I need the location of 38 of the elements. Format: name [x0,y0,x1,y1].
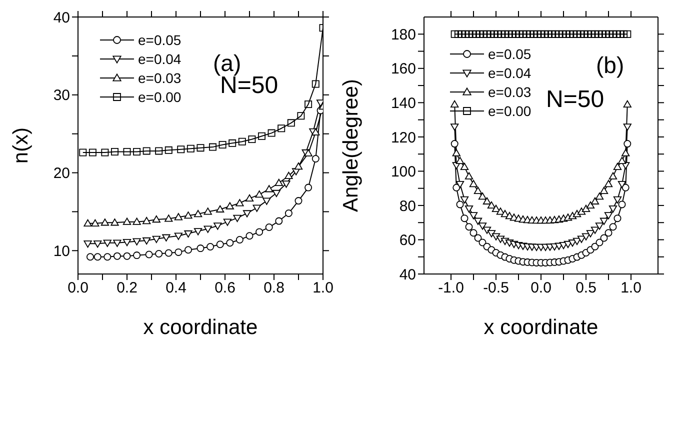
y-axis-title: n(x) [9,127,32,164]
x-tick-label: -1.0 [438,280,464,297]
legend-label: e=0.00 [488,102,532,118]
x-tick-label: -0.5 [483,280,509,297]
annotation: (a) [213,50,242,76]
x-tick-label: 0.0 [530,280,552,297]
legend-label: e=0.03 [138,70,182,86]
y-tick-label: 30 [53,87,70,104]
x-axis-title: x coordinate [143,316,258,339]
y-tick-label: 120 [390,129,416,146]
y-tick-label: 40 [53,9,70,26]
y-tick-label: 100 [390,164,416,181]
y-tick-label: 60 [399,232,416,250]
legend-label: e=0.04 [138,50,182,66]
x-tick-label: 0.4 [166,280,186,297]
y-tick-label: 180 [390,26,416,44]
legend-label: e=0.05 [138,32,182,48]
annotation: N=50 [546,86,604,114]
x-tick-label: 0.8 [264,280,284,297]
y-tick-label: 140 [390,94,416,112]
y-tick-label: 10 [53,242,70,260]
y-tick-label: 40 [399,266,416,284]
x-axis-title: x coordinate [484,316,598,339]
x-tick-label: 1.0 [312,280,334,297]
y-tick-label: 20 [53,165,70,182]
legend-label: e=0.05 [488,46,532,62]
x-tick-label: 0.6 [214,280,236,297]
x-tick-label: 0.0 [68,280,88,297]
legend-label: e=0.04 [488,64,532,80]
y-tick-label: 160 [390,60,416,78]
y-tick-label: 80 [399,198,416,215]
legend-label: e=0.00 [138,88,182,104]
x-tick-label: 0.5 [576,280,596,297]
x-tick-label: 0.2 [116,280,138,297]
legend-label: e=0.03 [488,84,532,100]
x-tick-label: 1.0 [620,280,642,297]
y-axis-title: Angle(degree) [339,78,362,212]
annotation: (b) [596,52,624,79]
